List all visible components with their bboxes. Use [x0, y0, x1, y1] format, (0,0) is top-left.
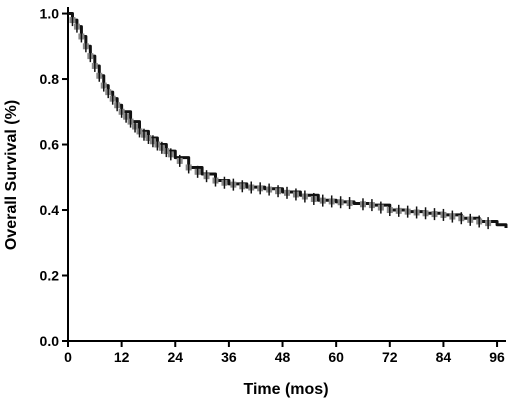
y-tick-label: 0.8 — [40, 71, 60, 87]
x-tick-label: 24 — [167, 349, 183, 365]
y-tick-label: 0.0 — [40, 333, 60, 349]
x-tick-label: 84 — [436, 349, 452, 365]
x-tick-label: 0 — [64, 349, 72, 365]
axes — [62, 7, 506, 347]
x-tick-label: 96 — [489, 349, 505, 365]
y-tick-label: 0.6 — [40, 137, 60, 153]
y-tick-label: 1.0 — [40, 6, 60, 22]
x-tick-label: 72 — [382, 349, 398, 365]
x-tick-label: 12 — [114, 349, 130, 365]
x-axis-title: Time (mos) — [243, 381, 328, 398]
tick-labels: 0 12 24 36 48 60 72 84 96 0.0 0.2 0.4 0.6 0.8 1.0 — [40, 6, 506, 365]
y-tick-label: 0.4 — [40, 202, 60, 218]
x-tick-label: 60 — [328, 349, 344, 365]
y-tick-label: 0.2 — [40, 268, 60, 284]
series — [68, 12, 508, 230]
y-axis-title: Overall Survival (%) — [3, 100, 20, 250]
x-tick-label: 48 — [275, 349, 291, 365]
x-tick-label: 36 — [221, 349, 237, 365]
